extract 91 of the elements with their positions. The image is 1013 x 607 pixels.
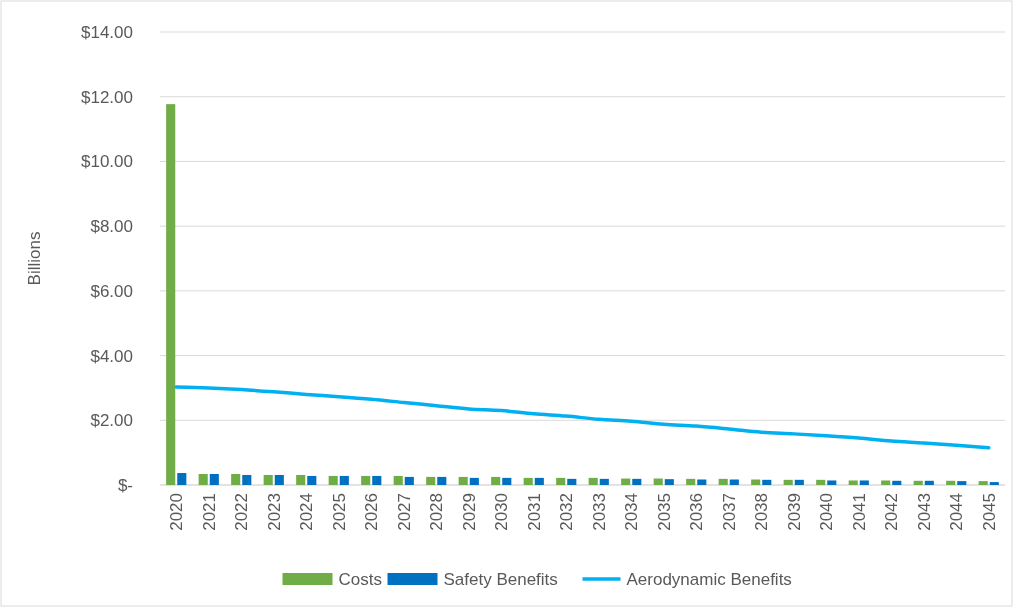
bar: [848, 480, 858, 485]
x-tick-label: 2032: [557, 493, 577, 531]
x-tick-label: 2021: [199, 493, 219, 531]
bar: [307, 475, 317, 485]
bar: [729, 479, 739, 485]
x-tick-label: 2045: [979, 493, 999, 531]
line-series: [174, 385, 991, 450]
x-tick-label: 2022: [232, 493, 252, 531]
x-tick-label: 2043: [914, 493, 934, 531]
bar: [523, 477, 533, 485]
y-tick-label: $10.00: [81, 152, 133, 172]
bar: [491, 476, 501, 485]
bar: [534, 477, 544, 485]
bar: [686, 478, 696, 485]
bar: [426, 476, 436, 485]
x-tick-label: 2035: [654, 493, 674, 531]
x-tick-label: 2031: [524, 493, 544, 531]
bar: [664, 479, 674, 485]
bar: [892, 480, 902, 485]
bar: [599, 478, 609, 485]
bar: [588, 477, 598, 485]
bar: [263, 474, 273, 485]
x-tick-label: 2037: [719, 493, 739, 531]
y-tick-label: $8.00: [90, 217, 133, 237]
x-tick-label: 2024: [297, 493, 317, 531]
bar: [469, 477, 479, 485]
bar: [339, 475, 349, 485]
x-tick-label: 2040: [817, 493, 837, 531]
bar: [437, 476, 447, 485]
y-tick-label: $6.00: [90, 281, 133, 301]
x-tick-label: 2027: [394, 493, 414, 531]
bar: [166, 104, 176, 485]
legend-label: Costs: [338, 569, 382, 589]
bar: [762, 479, 772, 485]
x-tick-label: 2023: [264, 493, 284, 531]
bar: [697, 479, 707, 485]
x-tick-label: 2028: [427, 493, 447, 531]
bar: [372, 475, 382, 485]
bar: [751, 479, 761, 485]
bar: [632, 478, 642, 485]
y-tick-label: $14.00: [81, 22, 133, 42]
bar: [209, 474, 219, 485]
x-tick-label: 2041: [849, 493, 869, 531]
bar: [556, 477, 566, 485]
x-tick-label: 2029: [459, 493, 479, 531]
x-tick-label: 2036: [687, 493, 707, 531]
bar: [621, 478, 631, 485]
bar: [859, 480, 869, 485]
x-tick-label: 2038: [752, 493, 772, 531]
x-tick-label: 2039: [784, 493, 804, 531]
y-tick-label: $4.00: [90, 346, 133, 366]
bar: [296, 474, 306, 485]
y-tick-label: $12.00: [81, 87, 133, 107]
x-tick-label: 2044: [947, 493, 967, 531]
bar: [458, 476, 468, 485]
x-tick-label: 2020: [167, 493, 187, 531]
y-tick-label: $2.00: [90, 411, 133, 431]
bar: [198, 474, 208, 485]
bar: [502, 477, 512, 485]
x-tick-label: 2033: [589, 493, 609, 531]
bar: [404, 476, 414, 485]
x-tick-label: 2034: [622, 493, 642, 531]
x-tick-label: 2026: [362, 493, 382, 531]
x-tick-label: 2025: [329, 493, 349, 531]
y-axis-title: Billions: [25, 231, 44, 286]
legend-label: Aerodynamic Benefits: [626, 569, 792, 589]
bar: [361, 475, 371, 485]
bar: [231, 474, 241, 485]
bar: [653, 478, 663, 485]
bar: [881, 480, 891, 485]
bar: [989, 482, 999, 485]
bar: [924, 480, 934, 485]
bar: [718, 478, 728, 485]
x-tick-label: 2030: [492, 493, 512, 531]
bar: [794, 479, 804, 485]
x-tick-label: 2042: [882, 493, 902, 531]
bar: [177, 473, 187, 485]
legend-label: Safety Benefits: [443, 569, 558, 589]
bar: [783, 479, 793, 485]
bar: [242, 474, 252, 485]
y-tick-label: $-: [117, 475, 133, 495]
bar: [328, 475, 338, 485]
bar: [393, 475, 403, 485]
bar: [274, 474, 284, 485]
bar: [827, 480, 837, 485]
bar: [978, 481, 988, 485]
bar: [816, 479, 826, 485]
bar: [957, 481, 967, 485]
bar: [567, 478, 577, 485]
bar: [946, 480, 956, 485]
bar: [913, 480, 923, 485]
